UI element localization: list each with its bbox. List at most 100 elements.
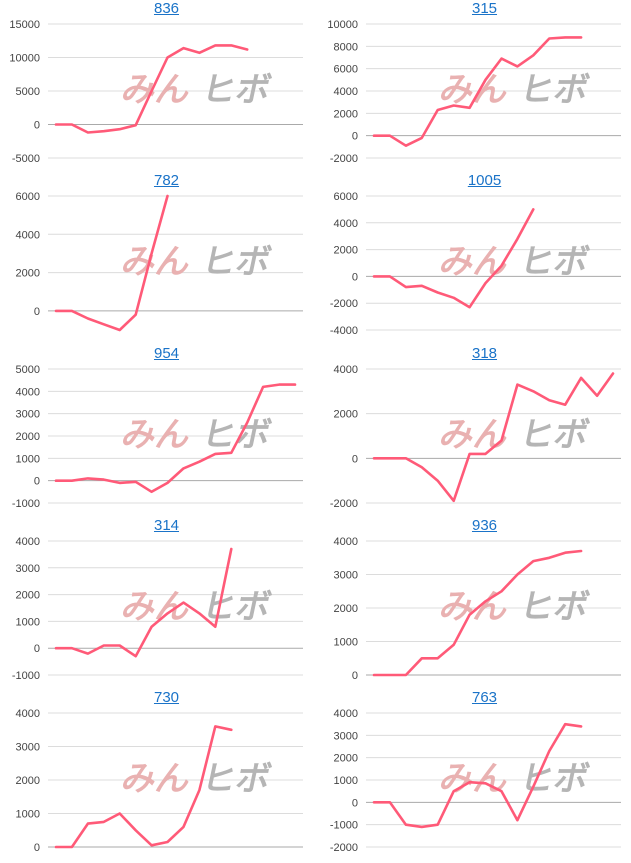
watermark-text-left: みん <box>436 759 512 799</box>
chart-panel: -1000 0 1000 2000 3000 4000 みん ヒボ 314 <box>0 517 313 689</box>
chart-panel: -2000 0 2000 4000 みん ヒボ 318 <box>318 345 631 517</box>
series-line <box>372 722 583 829</box>
y-tick-label: 0 <box>352 131 358 143</box>
chart-title-link[interactable]: 318 <box>471 345 498 362</box>
y-tick-label: -1000 <box>12 670 40 682</box>
y-tick-label: 1000 <box>16 809 40 821</box>
y-tick-label: 0 <box>352 271 358 283</box>
y-tick-label: 6000 <box>16 191 40 203</box>
y-tick-label: 4000 <box>334 364 358 376</box>
y-tick-label: 4000 <box>334 708 358 720</box>
y-tick-label: -1000 <box>330 820 358 832</box>
y-tick-label: 3000 <box>16 563 40 575</box>
chart-title-link[interactable]: 763 <box>471 689 498 706</box>
y-tick-label: 2000 <box>16 431 40 443</box>
y-tick-label: 3000 <box>16 409 40 421</box>
chart-svg: -2000 0 2000 4000 6000 8000 10000 みん ヒボ <box>327 19 621 165</box>
watermark-text-right: ヒボ <box>198 587 274 627</box>
watermark-logo: みん ヒボ <box>436 242 592 282</box>
watermark-text-left: みん <box>436 242 512 282</box>
chart-title-link[interactable]: 954 <box>153 345 180 362</box>
y-tick-label: 1000 <box>334 775 358 787</box>
watermark-text-left: みん <box>436 415 512 455</box>
y-tick-label: 6000 <box>334 191 358 203</box>
y-tick-label: -2000 <box>330 298 358 310</box>
chart-title-link[interactable]: 936 <box>471 517 498 534</box>
chart-title-link[interactable]: 730 <box>153 689 180 706</box>
chart-svg: 0 2000 4000 6000 みん ヒボ <box>16 191 303 332</box>
y-tick-label: -1000 <box>12 498 40 510</box>
y-tick-label: 3000 <box>334 570 358 582</box>
y-tick-label: 1000 <box>16 616 40 628</box>
watermark-logo: みん ヒボ <box>118 759 274 799</box>
series-line <box>372 549 583 677</box>
y-tick-label: 4000 <box>334 536 358 548</box>
y-tick-label: 2000 <box>16 590 40 602</box>
watermark-logo: みん ヒボ <box>436 70 592 110</box>
watermark-text-left: みん <box>436 70 512 110</box>
chart-svg: 0 1000 2000 3000 4000 みん ヒボ <box>16 708 303 854</box>
watermark-text-right: ヒボ <box>516 242 592 282</box>
watermark-text-left: みん <box>436 587 512 627</box>
chart-title-link[interactable]: 314 <box>153 517 180 534</box>
y-tick-label: -4000 <box>330 325 358 337</box>
chart-title-link[interactable]: 836 <box>153 0 180 17</box>
y-tick-label: 2000 <box>16 268 40 280</box>
chart-panel: -4000 -2000 0 2000 4000 6000 みん ヒボ 1005 <box>318 172 631 344</box>
y-tick-label: 4000 <box>334 86 358 98</box>
chart-panel: -2000 -1000 0 1000 2000 3000 4000 みん ヒボ 763 <box>318 689 631 861</box>
series-line <box>54 547 233 658</box>
watermark-text-left: みん <box>118 242 194 282</box>
y-tick-label: 0 <box>352 670 358 682</box>
chart-title-link[interactable]: 782 <box>153 172 180 189</box>
series-line <box>54 725 233 849</box>
series-line <box>54 44 249 134</box>
watermark-logo: みん ヒボ <box>118 70 274 110</box>
y-tick-label: 5000 <box>16 364 40 376</box>
chart-title-link[interactable]: 1005 <box>467 172 502 189</box>
watermark-text-right: ヒボ <box>516 587 592 627</box>
y-tick-label: 2000 <box>334 753 358 765</box>
y-tick-label: -2000 <box>330 842 358 854</box>
series-line <box>54 194 169 332</box>
watermark-text-right: ヒボ <box>198 70 274 110</box>
y-tick-label: 1000 <box>334 637 358 649</box>
y-tick-label: -2000 <box>330 153 358 165</box>
y-tick-label: 4000 <box>16 229 40 241</box>
watermark-text-right: ヒボ <box>198 759 274 799</box>
series-line <box>372 36 583 147</box>
chart-svg: -5000 0 5000 10000 15000 みん ヒボ <box>9 19 303 165</box>
chart-svg: 0 1000 2000 3000 4000 みん ヒボ <box>334 536 621 682</box>
y-tick-label: 2000 <box>16 775 40 787</box>
y-tick-label: 4000 <box>16 536 40 548</box>
chart-panel: -5000 0 5000 10000 15000 みん ヒボ 836 <box>0 0 313 172</box>
series-line <box>372 208 535 309</box>
chart-svg: -4000 -2000 0 2000 4000 6000 みん ヒボ <box>330 191 621 337</box>
y-tick-label: 10000 <box>327 19 358 31</box>
chart-svg: -2000 0 2000 4000 みん ヒボ <box>330 364 621 510</box>
chart-panel: 0 1000 2000 3000 4000 みん ヒボ 936 <box>318 517 631 689</box>
watermark-logo: みん ヒボ <box>436 415 592 455</box>
watermark-logo: みん ヒボ <box>436 759 592 799</box>
y-tick-label: 0 <box>352 453 358 465</box>
chart-svg: -1000 0 1000 2000 3000 4000 5000 みん ヒボ <box>12 364 303 510</box>
chart-svg: -2000 -1000 0 1000 2000 3000 4000 みん ヒボ <box>330 708 621 854</box>
y-tick-label: 0 <box>34 643 40 655</box>
y-tick-label: 0 <box>352 797 358 809</box>
chart-title-link[interactable]: 315 <box>471 0 498 17</box>
y-tick-label: 0 <box>34 306 40 318</box>
watermark-text-right: ヒボ <box>516 759 592 799</box>
chart-panel: -2000 0 2000 4000 6000 8000 10000 みん ヒボ 315 <box>318 0 631 172</box>
y-tick-label: 3000 <box>334 730 358 742</box>
watermark-text-right: ヒボ <box>516 415 592 455</box>
watermark-logo: みん ヒボ <box>118 415 274 455</box>
y-tick-label: 10000 <box>9 53 40 65</box>
watermark-text-left: みん <box>118 415 194 455</box>
y-tick-label: 4000 <box>334 218 358 230</box>
y-tick-label: 0 <box>34 120 40 132</box>
y-tick-label: 6000 <box>334 64 358 76</box>
y-tick-label: 1000 <box>16 453 40 465</box>
watermark-text-left: みん <box>118 759 194 799</box>
y-tick-label: 15000 <box>9 19 40 31</box>
watermark-logo: みん ヒボ <box>118 587 274 627</box>
